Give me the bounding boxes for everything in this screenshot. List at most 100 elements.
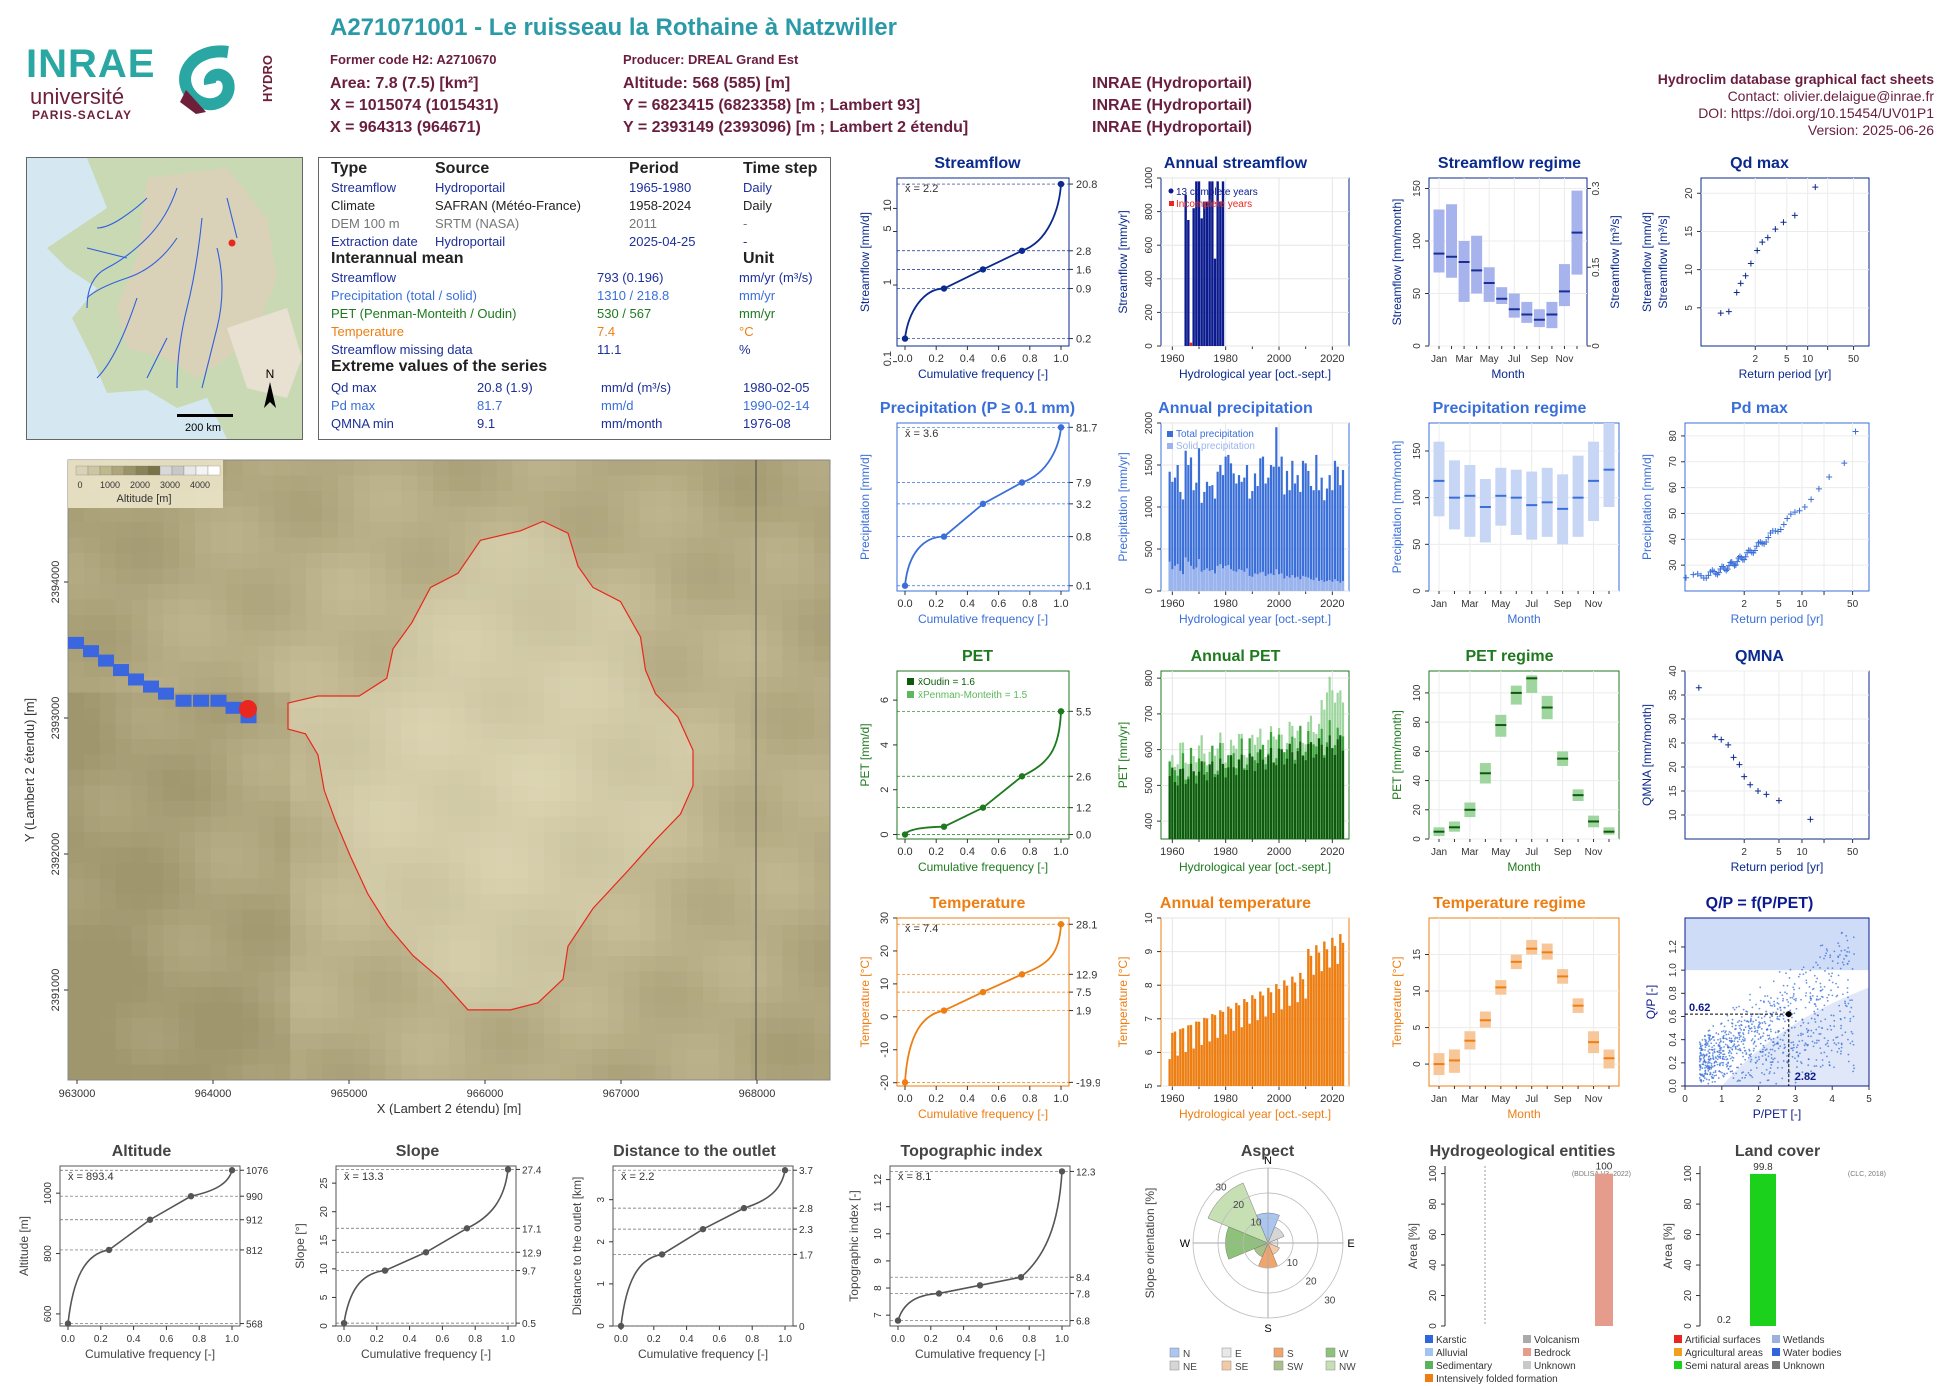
qp-scatter-point xyxy=(1759,1026,1761,1028)
altitude_cdf-right-tick-label: 990 xyxy=(246,1192,263,1203)
altitude-cell xyxy=(687,1065,703,1081)
hydrogeology-legend-label: Volcanism xyxy=(1534,1335,1580,1346)
annual_pet-ytick-label: 400 xyxy=(1144,812,1155,829)
altitude-cell xyxy=(735,553,751,569)
altitude-cell xyxy=(195,755,211,771)
altitude-cell xyxy=(814,894,830,910)
altitude-cell xyxy=(132,910,148,926)
altitude-cell xyxy=(576,538,592,554)
altitude-cell xyxy=(671,584,687,600)
qp_ppet-chart: Q/P = f(P/PET)0.622.820 1 2 3 4 50.00.20.40.6… xyxy=(1637,892,1882,1124)
annual_pet-ytick-label: 500 xyxy=(1144,777,1155,794)
qp-scatter-point xyxy=(1721,1062,1723,1064)
altitude_cdf-chart: Altitude0.0 0.2 0.4 0.6 0.8 1.06008001000Cumu… xyxy=(14,1140,269,1385)
annual-precip-total-bar xyxy=(1326,489,1328,591)
pd_max-title: Pd max xyxy=(1731,400,1788,417)
altitude-cell xyxy=(401,460,417,476)
precip_fdc-right-tick-label: 0.1 xyxy=(1076,581,1091,593)
altitude-cell xyxy=(640,538,656,554)
temp_regime-xtick-label: Sep xyxy=(1554,1094,1572,1105)
altitude_cdf-right-tick-label: 568 xyxy=(246,1320,263,1331)
altitude-cell xyxy=(687,662,703,678)
slope_cdf-xtick-label: 0.0 xyxy=(337,1334,351,1345)
altitude-cell xyxy=(195,507,211,523)
altitude-cell xyxy=(592,1034,608,1050)
topo_cdf-right-tick-label: 8.4 xyxy=(1076,1273,1090,1284)
altitude-cell xyxy=(84,894,100,910)
qp-scatter-point xyxy=(1792,986,1794,988)
annual_precip-xtick-label: 2000 xyxy=(1267,598,1291,610)
qp-scatter-point xyxy=(1742,1039,1744,1041)
altitude-cell xyxy=(195,522,211,538)
altitude-cell xyxy=(116,631,132,647)
qp-scatter-point xyxy=(1712,1081,1714,1083)
qp-scatter-point xyxy=(1840,1027,1842,1029)
qp-scatter-point xyxy=(1845,955,1847,957)
altitude-cell xyxy=(116,538,132,554)
qp-scatter-point xyxy=(1786,999,1788,1001)
pet_fdc-quantile-point xyxy=(1019,773,1025,779)
annual_streamflow-xtick-label: 2020 xyxy=(1320,353,1344,365)
altitude-cell xyxy=(703,894,719,910)
altitude-cell xyxy=(179,786,195,802)
doi[interactable]: DOI: https://doi.org/10.15454/UV01P1 xyxy=(1658,105,1934,122)
altitude-cell xyxy=(259,677,275,693)
qp-scatter-point xyxy=(1711,1065,1713,1067)
step-streamflow: Daily xyxy=(741,178,824,196)
altitude-cell xyxy=(100,1065,116,1081)
qp-scatter-point xyxy=(1748,1026,1750,1028)
annual-precip-solid-bar xyxy=(1182,574,1184,591)
altitude-cell xyxy=(592,1065,608,1081)
altitude-cell xyxy=(624,910,640,926)
annual-precip-total-bar xyxy=(1307,471,1309,591)
altitude-cell xyxy=(338,894,354,910)
altitude-cell xyxy=(719,1003,735,1019)
altitude-cell xyxy=(100,615,116,631)
pet_regime-xtick-label: Sep xyxy=(1554,847,1572,858)
qp-scatter-point xyxy=(1739,1027,1741,1029)
altitude-cell xyxy=(211,879,227,895)
altitude-cell xyxy=(624,553,640,569)
altitude-cell xyxy=(147,755,163,771)
altitude-cell xyxy=(735,817,751,833)
unit-title: Unit xyxy=(741,250,824,268)
pet_fdc-ytick-label: 4 xyxy=(879,742,891,748)
qp-scatter-point xyxy=(1741,1077,1743,1079)
altitude-cell xyxy=(163,910,179,926)
altitude-cell xyxy=(782,739,798,755)
contact[interactable]: Contact: olivier.delaigue@inrae.fr xyxy=(1658,88,1934,105)
distance_cdf-ytick-label: 3 xyxy=(596,1196,607,1202)
qp-scatter-point xyxy=(1750,1059,1752,1061)
qp-scatter-point xyxy=(1840,1050,1842,1052)
altitude-cell xyxy=(433,522,449,538)
annual_streamflow-ytick-label: 0 xyxy=(1144,343,1155,349)
mean-pet-unit: mm/yr xyxy=(737,304,824,322)
altitude-cell xyxy=(147,941,163,957)
altitude-cell xyxy=(528,1065,544,1081)
aspect-legend-swatch xyxy=(1274,1348,1283,1357)
altitude-cell xyxy=(782,1018,798,1034)
qd-max-unit: mm/d (m³/s) xyxy=(599,378,741,396)
altitude-cell xyxy=(782,708,798,724)
altitude-cell xyxy=(703,553,719,569)
altitude-cell xyxy=(370,491,386,507)
altitude-cell xyxy=(719,677,735,693)
altitude-cell xyxy=(68,801,84,817)
step-dem: - xyxy=(741,214,824,232)
precip_fdc-right-tick-label: 7.9 xyxy=(1076,477,1091,489)
qp-scatter-point xyxy=(1828,979,1830,981)
qp-scatter-point xyxy=(1702,1053,1704,1055)
altitude-cell xyxy=(243,817,259,833)
altitude-cell xyxy=(782,476,798,492)
streamflow_fdc-ytick-label: 10 xyxy=(882,199,894,211)
altitude-cell xyxy=(338,522,354,538)
qp-scatter-point xyxy=(1773,1001,1775,1003)
annual_streamflow-xtick-label: 1980 xyxy=(1213,353,1237,365)
altitude-cell xyxy=(243,460,259,476)
altitude-cell xyxy=(68,894,84,910)
annual-precip-solid-bar xyxy=(1329,580,1331,591)
altitude-cell xyxy=(798,755,814,771)
altitude-cell xyxy=(163,569,179,585)
altitude-cell xyxy=(465,1018,481,1034)
qp-scatter-point xyxy=(1818,999,1820,1001)
